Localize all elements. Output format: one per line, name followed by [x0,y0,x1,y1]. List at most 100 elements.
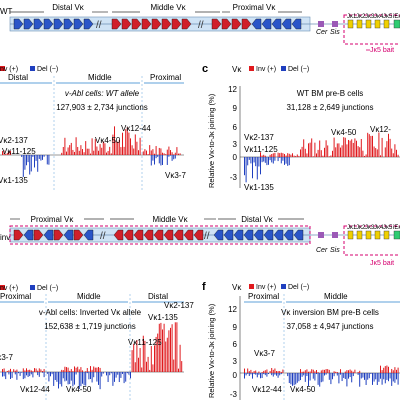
bar-inv [174,152,176,155]
jk-segment [347,19,354,29]
bar-inv [328,369,330,373]
bar-inv [165,341,167,372]
bar-del [37,372,39,376]
panel-b: Distal Middle Proximal v-Abl cells: WT a… [0,73,186,190]
bar-inv [142,335,144,372]
bar-del [51,372,53,375]
bar-del [274,373,276,375]
bar-inv [272,153,274,157]
bar-inv [388,133,389,157]
bar-del [266,373,268,377]
vk-gene-arrow [161,18,172,30]
bar-inv [333,137,335,157]
panel-b-label-vk3-7: Vκ3-7 [165,171,186,180]
bar-inv [147,356,149,372]
bar-inv [293,155,295,157]
bar-inv [34,368,35,372]
bar-inv [364,155,365,157]
bar-del [70,372,72,381]
bar-del [162,155,163,165]
bar-del [256,373,258,378]
legend-e-inv: Inv (+) [0,285,18,292]
vk-gene-arrow [231,18,242,30]
bar-inv [372,135,373,157]
bar-inv [160,322,162,372]
bar-inv [306,153,308,157]
bar-inv [333,371,335,373]
panel-c-ytick-9: 9 [233,104,238,113]
bar-inv [277,371,279,373]
bar-inv [389,138,391,157]
bar-inv [308,371,309,373]
bar-inv [397,154,399,157]
bar-del [280,373,282,375]
mid-bait-label: Jκ5 bait [370,260,394,267]
panel-c-label-vk4-50: Vκ4-50 [331,128,357,137]
bar-del [362,373,364,378]
bar-del [264,157,266,163]
bar-inv [91,138,93,155]
bar-inv [277,152,279,157]
panel-b-label-vk1-135: Vκ1-135 [0,176,28,185]
bar-inv [352,371,354,373]
bar-del [261,373,263,379]
bar-del [346,373,348,387]
panel-c-label-vk2-137: Vκ2-137 [244,133,274,142]
bar-inv [42,371,43,372]
bar-inv [248,371,250,373]
bar-inv [138,357,139,372]
panel-e-subtitle: 152,638 ± 1,719 junctions [44,322,136,331]
bar-inv [316,370,317,373]
bar-del [30,155,32,172]
bar-inv [94,367,96,372]
bar-inv [344,137,346,157]
bar-del [3,372,5,377]
bar-del [333,373,335,377]
bar-inv [174,322,176,372]
panel-c-subtitle: 31,128 ± 2,649 junctions [286,103,373,112]
bar-del [114,372,115,382]
bar-del [64,372,66,382]
panel-c-label-vk11-125: Vκ11-125 [244,145,278,154]
bar-inv [300,369,301,373]
bar-inv [279,370,281,373]
bar-del [271,157,273,163]
bar-del [367,373,369,380]
bar-del [279,157,281,158]
bar-inv [381,137,383,157]
jk-segment [347,230,354,240]
bar-inv [357,146,359,157]
bar-del [86,372,88,374]
bar-inv [24,370,26,372]
bar-inv [360,138,362,157]
bar-inv [346,144,348,157]
bar-inv [91,369,93,372]
bar-inv [138,150,139,155]
panel-b-region-distal: Distal [8,73,28,82]
bar-inv [134,362,136,372]
bar-inv [304,148,306,157]
bar-del [19,372,21,376]
top-cer-label: Cer [316,29,328,36]
vk-gene-arrow [53,229,64,241]
bar-del [34,155,35,168]
vk-gene-arrow [251,18,262,30]
jk-segment-label: Jκ1 [347,225,357,231]
bar-inv [356,140,357,157]
bar-inv [336,372,338,373]
bar-inv [280,152,282,157]
bar-del [396,373,397,380]
bar-inv [99,144,101,155]
bar-del [344,373,346,379]
vk-gene-arrow [83,229,94,241]
top-jk-bait-box [343,14,400,45]
bar-del [18,372,19,374]
bar-inv [349,140,351,157]
vk-gene-arrow [13,229,24,241]
vk-gene-arrow [193,229,204,241]
bar-inv [5,154,7,155]
bar-inv [6,370,8,372]
legend-e: Inv (+) Del (−) [0,285,58,292]
bar-inv [139,348,141,372]
bar-inv [295,155,297,157]
